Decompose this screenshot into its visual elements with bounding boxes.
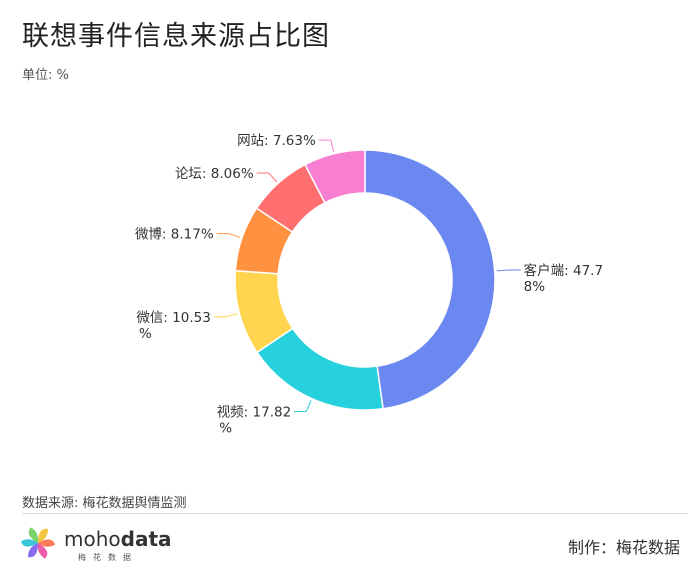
logo-petal-2 [37,543,48,559]
logo-wordmark: mohodata [64,527,172,551]
logo-petal-4 [20,539,38,547]
slice-labels: 客户端: 47.7 8% 视频: 17.82 % 微信: 10.53 % 微博: 8.17%… [135,133,603,436]
pinwheel-logo-icon [20,527,56,559]
leader-line-3 [216,233,241,238]
donut-chart: 客户端: 47.7 8% 视频: 17.82 % 微信: 10.53 % 微博: 8.17%… [135,133,603,436]
logo-petal-1 [38,539,56,547]
mohodata-logo: mohodata 梅花数据 [18,523,178,567]
leader-line-2 [213,313,238,318]
slice-label-2: 微信: 10.53% [136,310,211,342]
unit-label: 单位: % [22,68,69,83]
maker-credit: 制作：梅花数据 [567,538,680,557]
slice-5 [304,149,366,204]
slice-label-0: 客户端: 47.7 8% [524,262,603,295]
data-source: 数据来源: 梅花数据舆情监测 [22,496,187,511]
logo-subtitle: 梅花数据 [78,553,138,562]
slice-label-5: 网站: 7.63% [237,133,316,149]
chart-title: 联想事件信息来源占比图 [22,21,330,52]
slice-0 [364,149,496,410]
logo-petal-3 [28,543,38,558]
footer-divider [22,513,688,514]
logo-wordmark-light: moho [64,527,121,551]
leader-line-0 [496,269,521,272]
leader-line-1 [294,400,312,412]
leader-line-4 [256,172,278,183]
donut-slices [234,149,496,411]
slice-1 [255,327,384,411]
logo-petal-0 [38,528,48,543]
logo-petal-5 [28,527,39,543]
slice-label-3: 微博: 8.17% [135,226,214,243]
slice-label-4: 论坛: 8.06% [175,166,254,182]
leader-line-5 [318,139,335,152]
label-leader-lines [213,139,521,412]
logo-wordmark-bold: data [120,527,172,551]
slice-label-1: 视频: 17.82% [217,404,292,436]
